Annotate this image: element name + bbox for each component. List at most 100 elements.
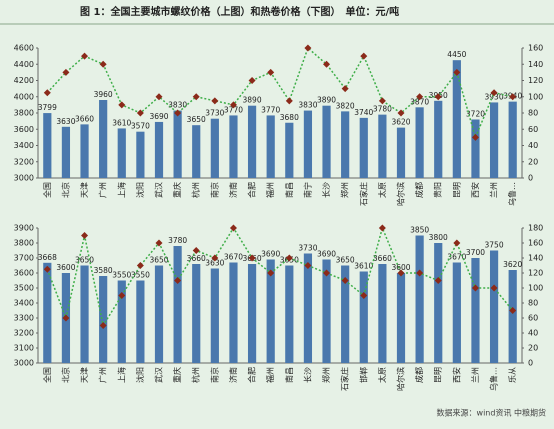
- y-tick-label: 3600: [14, 269, 34, 278]
- value-label: 3600: [391, 263, 410, 272]
- bar: [43, 262, 52, 363]
- x-tick-label: 杭州: [191, 182, 201, 198]
- value-label: 3630: [205, 259, 224, 268]
- bar: [378, 264, 387, 363]
- y2-tick-label: 80: [528, 299, 538, 308]
- x-tick-label: 郑州: [340, 182, 350, 198]
- line: [46, 225, 514, 328]
- value-label: 3800: [429, 233, 448, 242]
- bar: [192, 125, 201, 178]
- bar: [396, 273, 406, 363]
- x-tick-label: 福州: [266, 182, 275, 198]
- line-marker: [397, 109, 405, 117]
- y2-tick-label: 120: [528, 269, 543, 278]
- line-marker: [118, 292, 126, 299]
- x-tick-label: 昆明: [452, 182, 461, 198]
- line-marker: [118, 101, 126, 109]
- x-tick-label: 长沙: [321, 182, 331, 198]
- line-marker: [248, 77, 256, 84]
- bar: [322, 105, 331, 178]
- bar: [247, 105, 257, 178]
- y2-tick-label: 120: [528, 76, 543, 85]
- x-tick-label: 乌鲁…: [507, 182, 517, 206]
- value-label: 3930: [485, 92, 504, 101]
- x-tick-label: 贵阳: [433, 182, 443, 198]
- value-label: 3610: [112, 118, 131, 127]
- line-marker: [416, 269, 424, 277]
- y2-tick-label: 140: [528, 254, 543, 263]
- value-label: 3650: [75, 256, 94, 265]
- line-marker: [416, 93, 424, 101]
- value-label: 3830: [168, 101, 187, 110]
- y-tick-label: 3700: [14, 254, 34, 263]
- y2-tick-label: 180: [528, 224, 543, 233]
- x-tick-label: 北京: [60, 367, 70, 383]
- value-label: 3570: [131, 122, 150, 131]
- bar: [359, 117, 368, 178]
- bar: [117, 280, 126, 363]
- value-label: 3660: [373, 254, 392, 263]
- bar: [471, 119, 480, 178]
- line-marker: [304, 44, 312, 52]
- value-label: 3610: [354, 262, 373, 271]
- value-label: 3580: [94, 266, 113, 275]
- y-tick-label: 3200: [14, 157, 34, 166]
- y2-tick-label: 0: [528, 174, 533, 183]
- x-tick-label: 成都: [414, 367, 424, 383]
- bar: [471, 258, 480, 363]
- y-tick-label: 3300: [14, 314, 34, 323]
- value-label: 3650: [149, 256, 168, 265]
- x-tick-label: 石家庄: [340, 367, 350, 391]
- bar: [117, 128, 126, 178]
- bar: [136, 131, 145, 178]
- line-marker: [453, 239, 461, 247]
- line-marker: [509, 93, 517, 101]
- line: [46, 46, 513, 140]
- value-label: 3700: [466, 248, 485, 257]
- bar: [359, 271, 368, 363]
- line-marker: [192, 93, 200, 101]
- bar: [154, 265, 164, 363]
- bar: [154, 121, 164, 178]
- value-label: 3720: [466, 110, 485, 119]
- value-label: 3660: [187, 254, 206, 263]
- value-label: 3830: [298, 101, 317, 110]
- x-tick-label: 沈阳: [135, 367, 145, 383]
- line-marker: [471, 284, 479, 292]
- x-tick-label: 石家庄: [358, 182, 368, 206]
- y-tick-label: 4200: [14, 76, 34, 85]
- x-tick-label: 上海: [116, 367, 126, 383]
- bar: [303, 253, 313, 363]
- x-tick-label: 南京: [209, 182, 219, 198]
- line-marker: [174, 277, 182, 284]
- y2-tick-label: 0: [528, 359, 533, 368]
- line-marker: [509, 307, 517, 314]
- value-label: 3850: [410, 226, 429, 235]
- line-marker: [490, 89, 498, 97]
- bar: [285, 122, 294, 178]
- line-marker: [378, 97, 386, 105]
- line-marker: [136, 109, 144, 117]
- line-marker: [323, 60, 331, 68]
- y-tick-label: 3200: [14, 329, 34, 338]
- x-tick-label: 南昌: [284, 182, 294, 198]
- value-label: 3770: [224, 105, 243, 114]
- value-label: 3690: [149, 112, 168, 121]
- line-marker: [136, 262, 144, 269]
- bar: [341, 111, 350, 178]
- line-marker: [304, 262, 312, 269]
- y-tick-label: 3800: [14, 239, 34, 248]
- value-label: 3890: [243, 96, 262, 105]
- value-label: 3730: [205, 109, 224, 118]
- line-marker: [62, 314, 70, 322]
- bar: [322, 259, 331, 363]
- x-tick-label: 广州: [98, 367, 108, 383]
- line-marker: [229, 224, 237, 232]
- line-marker: [248, 254, 256, 262]
- value-label: 3870: [410, 97, 429, 106]
- line-marker: [211, 254, 219, 262]
- value-label: 3660: [75, 114, 94, 123]
- x-tick-label: 哈尔滨: [396, 367, 406, 391]
- y-tick-label: 3000: [14, 359, 34, 368]
- bar: [80, 265, 89, 363]
